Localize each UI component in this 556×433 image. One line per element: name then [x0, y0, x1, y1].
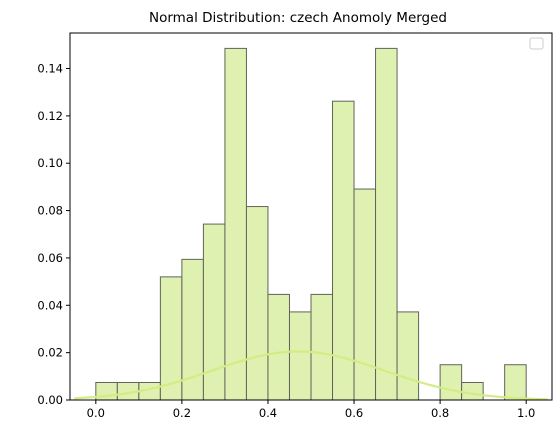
y-tick-label: 0.12 — [37, 109, 63, 123]
histogram-bar — [396, 311, 420, 401]
y-tick-label: 0.02 — [37, 346, 63, 360]
histogram-bar — [439, 364, 463, 401]
histogram-bar — [267, 293, 290, 401]
x-tick-label: 0.2 — [173, 406, 191, 420]
normal-curve — [74, 350, 548, 401]
y-tick-label: 0.06 — [37, 251, 63, 265]
x-tick-label: 0.4 — [259, 406, 277, 420]
x-tick-label: 0.0 — [87, 406, 105, 420]
x-tick-label: 0.6 — [345, 406, 363, 420]
axes: 0.0 0.2 0.4 0.6 0.8 1.0 0.00 0.02 0.04 0.06 0.08 0.… — [37, 32, 553, 420]
histogram-bar — [461, 381, 484, 401]
axes-frame — [69, 32, 553, 401]
x-tick-label: 0.8 — [431, 406, 449, 420]
y-tick-label: 0.08 — [37, 204, 63, 218]
histogram-bar — [245, 206, 269, 401]
legend-box — [529, 37, 544, 50]
histogram-bar — [504, 364, 527, 401]
histogram-bar — [375, 47, 398, 401]
plot-area — [74, 47, 548, 401]
histogram-bar — [202, 223, 226, 401]
x-tick-label: 1.0 — [517, 406, 535, 420]
histogram-bar — [288, 311, 312, 401]
chart-title: Normal Distribution: czech Anomoly Merge… — [149, 10, 447, 26]
y-tick-label: 0.10 — [37, 156, 63, 170]
y-tick-label: 0.04 — [37, 298, 63, 312]
y-tick-label: 0.00 — [37, 393, 63, 407]
histogram-bar — [353, 188, 377, 401]
y-tick-label: 0.14 — [37, 62, 63, 76]
histogram-bar — [224, 47, 247, 401]
histogram-bar — [310, 293, 334, 401]
